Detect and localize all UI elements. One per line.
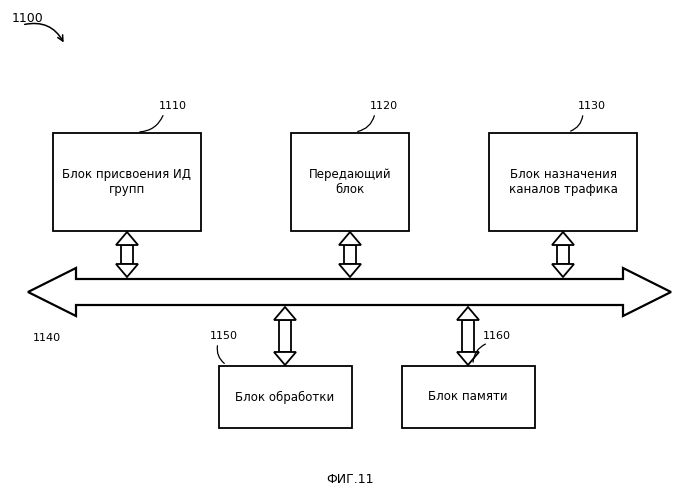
Text: Блок обработки: Блок обработки	[236, 390, 335, 404]
Polygon shape	[116, 264, 138, 277]
Text: 1160: 1160	[483, 331, 511, 341]
Bar	[401, 366, 535, 428]
Text: 1100: 1100	[12, 12, 44, 25]
Polygon shape	[339, 232, 361, 245]
Polygon shape	[28, 268, 671, 316]
Text: 1110: 1110	[159, 101, 187, 111]
Polygon shape	[279, 320, 291, 352]
Text: Блок памяти: Блок памяти	[428, 390, 507, 404]
Polygon shape	[457, 352, 479, 365]
Bar	[489, 133, 637, 231]
Text: ФИГ.11: ФИГ.11	[326, 473, 374, 486]
Polygon shape	[116, 232, 138, 245]
Polygon shape	[274, 307, 296, 320]
Bar	[219, 366, 352, 428]
Text: 1140: 1140	[33, 333, 61, 343]
Polygon shape	[557, 245, 569, 264]
Polygon shape	[552, 264, 574, 277]
Polygon shape	[552, 232, 574, 245]
Bar	[291, 133, 409, 231]
Text: Блок назначения
каналов трафика: Блок назначения каналов трафика	[509, 168, 617, 196]
Polygon shape	[274, 352, 296, 365]
Polygon shape	[121, 245, 133, 264]
Bar	[53, 133, 201, 231]
Polygon shape	[457, 307, 479, 320]
Polygon shape	[344, 245, 356, 264]
Text: Блок присвоения ИД
групп: Блок присвоения ИД групп	[62, 168, 192, 196]
Text: 1130: 1130	[578, 101, 606, 111]
Polygon shape	[339, 264, 361, 277]
Text: 1120: 1120	[370, 101, 398, 111]
Text: Передающий
блок: Передающий блок	[309, 168, 391, 196]
Text: 1150: 1150	[210, 331, 238, 341]
Polygon shape	[462, 320, 474, 352]
